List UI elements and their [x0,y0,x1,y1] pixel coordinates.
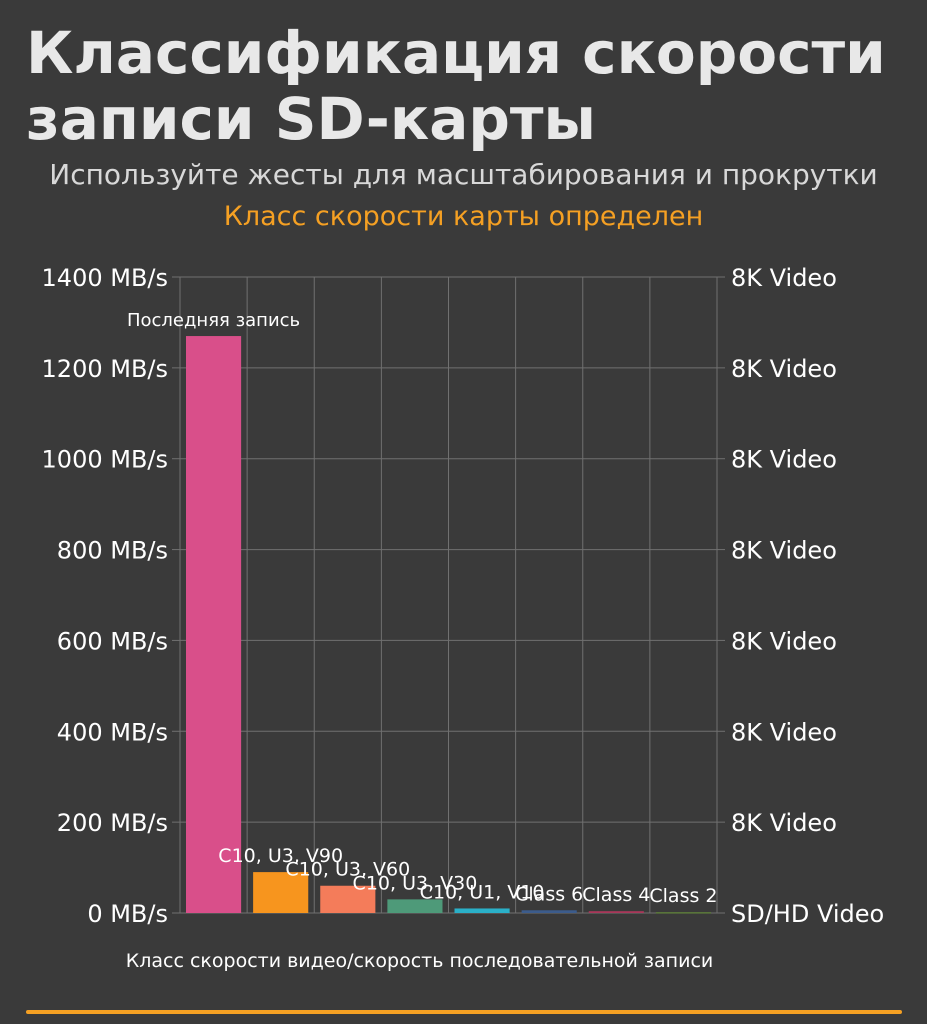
bar-label: C10, U3, V30 [353,872,478,894]
bar-6[interactable] [588,911,644,913]
y-tick-label: 600 MB/s [57,627,168,655]
y2-tick-label: 8K Video [731,446,837,474]
bar-7[interactable] [655,912,711,914]
speed-bar-chart[interactable]: 0 MB/s SD/HD Video 200 MB/s 8K Video 400 MB/… [0,250,927,980]
bar-0[interactable] [186,336,242,913]
y2-tick-label: 8K Video [731,627,837,655]
bottom-divider [26,1010,902,1014]
bar-2[interactable] [320,885,376,913]
gesture-hint: Используйте жесты для масштабирования и … [49,158,878,191]
y-tick-label: 800 MB/s [57,537,168,565]
y2-tick-label: 8K Video [731,355,837,383]
bar-label: Последняя запись [127,310,300,331]
bar-5[interactable] [521,910,577,913]
bar-label: C10, U1, V10 [420,881,545,903]
y2-tick-label: 8K Video [731,537,837,565]
bar-4[interactable] [454,908,510,913]
bar-label: Class 2 [649,885,717,907]
x-axis-label: Класс скорости видео/скорость последоват… [126,950,714,972]
y-tick-label: 1000 MB/s [42,446,168,474]
bar-label: Class 4 [582,884,650,906]
speed-class-status: Класс скорости карты определен [223,201,704,232]
y-tick-label: 1200 MB/s [42,355,168,383]
bar-label: Class 6 [515,883,583,905]
y-tick-label: 200 MB/s [57,809,168,837]
y-tick-label: 400 MB/s [57,718,168,746]
bar-label: C10, U3, V60 [285,859,410,881]
bar-1[interactable] [253,872,309,913]
y2-tick-label: 8K Video [731,264,837,292]
bar-3[interactable] [387,899,443,913]
y-tick-label: 0 MB/s [87,900,168,928]
bar-label: C10, U3, V90 [218,845,343,867]
y2-tick-label: SD/HD Video [731,900,884,928]
y2-tick-label: 8K Video [731,718,837,746]
y2-tick-label: 8K Video [731,809,837,837]
y-tick-label: 1400 MB/s [42,264,168,292]
page-title: Классификация скорости записи SD-карты [26,19,886,153]
